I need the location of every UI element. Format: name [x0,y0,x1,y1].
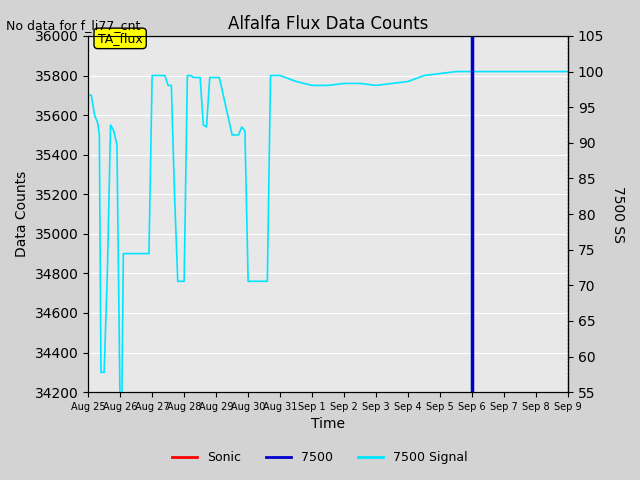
Legend: Sonic, 7500, 7500 Signal: Sonic, 7500, 7500 Signal [167,446,473,469]
Y-axis label: Data Counts: Data Counts [15,171,29,257]
Y-axis label: 7500 SS: 7500 SS [611,186,625,242]
Text: No data for f_li77_cnt: No data for f_li77_cnt [6,19,141,32]
X-axis label: Time: Time [311,418,345,432]
Title: Alfalfa Flux Data Counts: Alfalfa Flux Data Counts [228,15,428,33]
Text: TA_flux: TA_flux [98,32,143,45]
